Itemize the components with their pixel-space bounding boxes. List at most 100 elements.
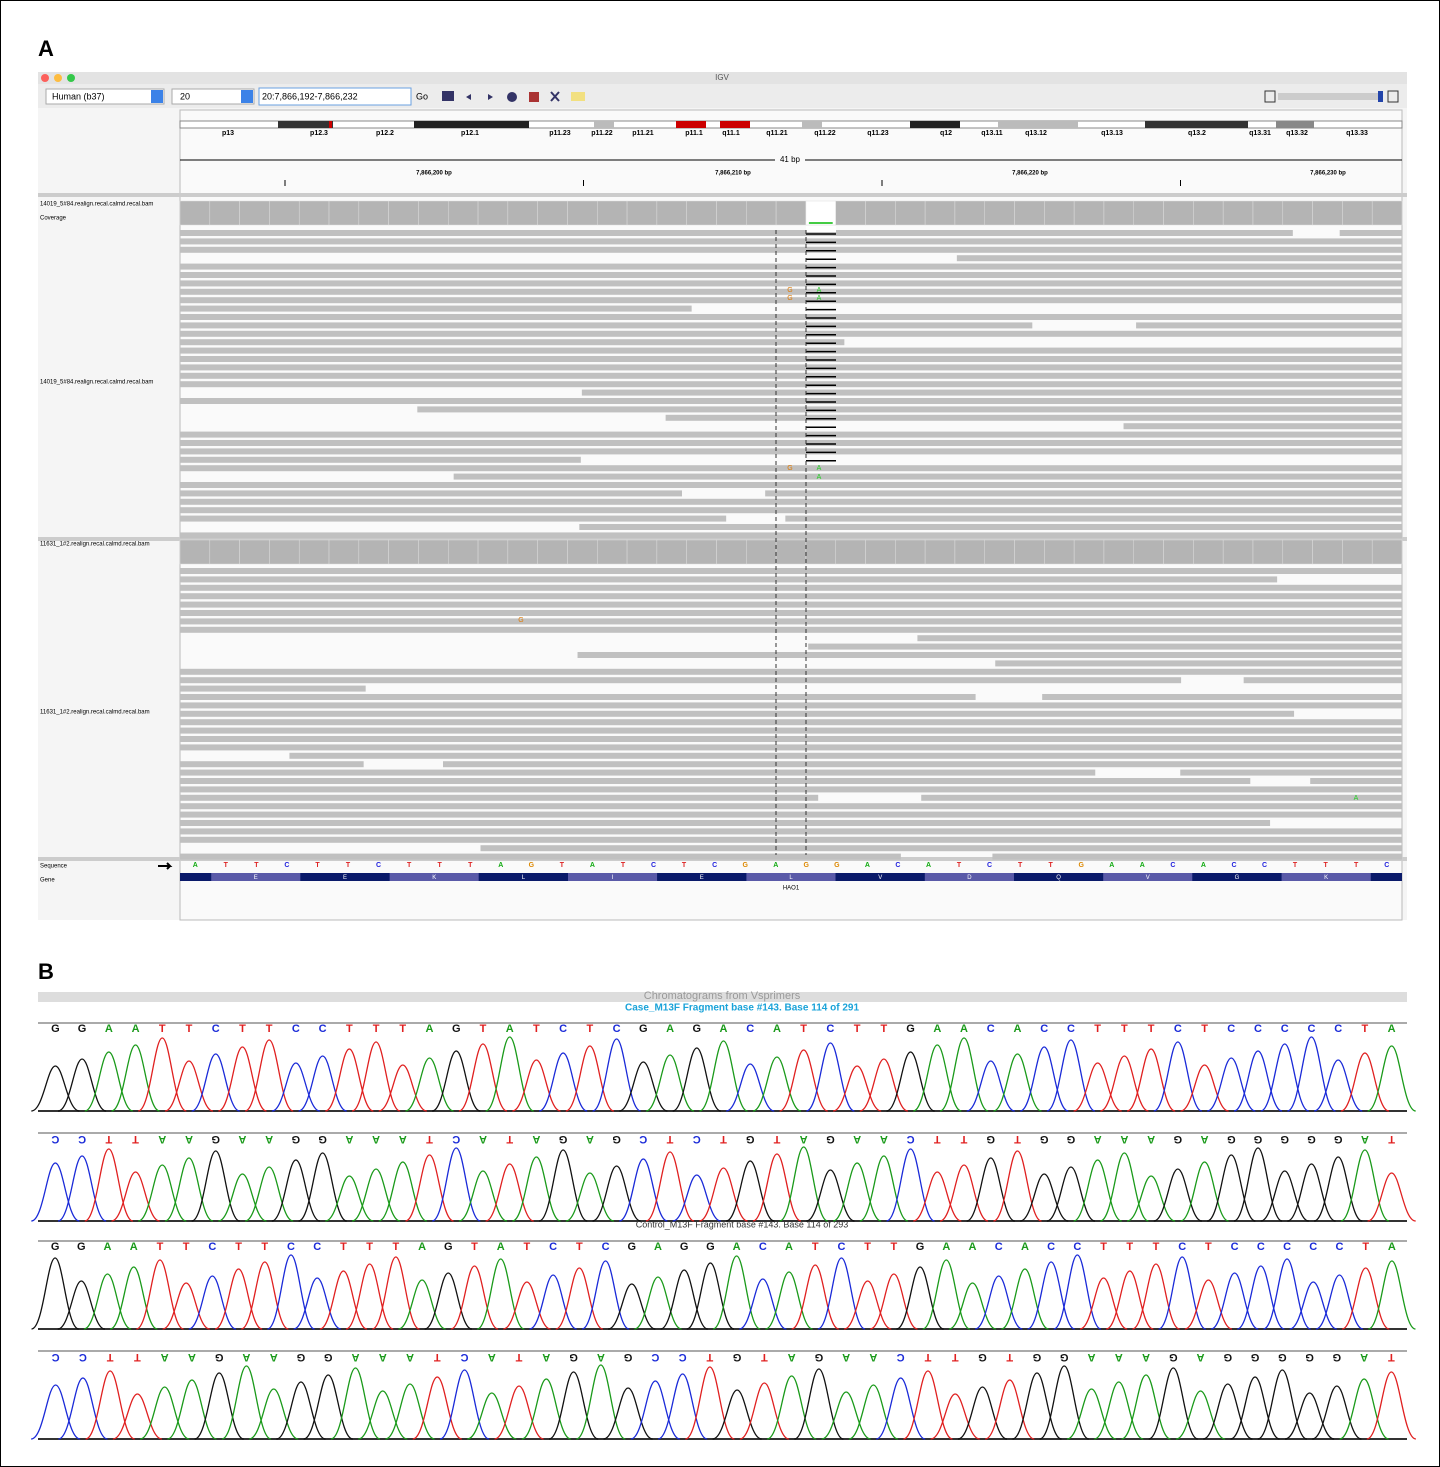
base-call: C [1335,1241,1343,1253]
read [1310,778,1402,784]
coverage-bar [538,540,568,564]
read [180,568,1402,574]
cytoband-label: q13.11 [981,130,1003,137]
base-call: T [952,1351,959,1363]
sequence-base: T [315,862,320,869]
read [180,618,1402,624]
base-call: T [132,1133,139,1145]
base-call: G [78,1023,87,1035]
coverage-bar [1372,540,1402,564]
dropdown-arrow[interactable] [151,90,163,103]
base-call: T [471,1241,478,1253]
coverage-bar [627,540,657,564]
read [180,576,1277,582]
read [180,669,1402,675]
base-call: G [559,1133,568,1145]
read [180,593,1402,599]
read [180,381,1402,387]
coverage-bar [1342,201,1372,225]
base-call: G [706,1241,715,1253]
base-call: A [1021,1241,1029,1253]
coverage-bar [329,201,359,225]
coverage-bar [240,540,270,564]
base-call: T [157,1241,164,1253]
base-call: G [1067,1133,1076,1145]
coverage-bar [657,540,687,564]
read [180,585,1402,591]
coverage-bar [1044,201,1074,225]
read [1042,694,1402,700]
base-call: A [1388,1241,1396,1253]
read [992,854,1402,860]
go-button[interactable]: Go [416,91,428,101]
base-call: A [1201,1133,1209,1145]
base-call: T [392,1241,399,1253]
base-call: C [1283,1241,1291,1253]
coverage-bar [448,201,478,225]
read [180,482,1402,488]
read [180,322,1032,328]
read [180,457,581,463]
base-call: C [287,1241,295,1253]
sequence-base: A [498,862,503,869]
base-call: G [211,1133,220,1145]
base-call: A [406,1351,414,1363]
read [180,306,692,312]
base-call: C [1257,1241,1265,1253]
amino-acid: E [254,875,258,881]
read [180,373,1402,379]
read [579,524,1402,530]
sequence-base: C [1231,862,1236,869]
coverage-bar [955,201,985,225]
sequence-base: G [529,862,535,869]
base-call: T [266,1023,273,1035]
zoom-slider[interactable] [1278,93,1378,100]
read [180,230,1293,236]
read [180,828,1402,834]
base-call: T [1148,1023,1155,1035]
cytoband [414,121,529,128]
coverage-bar [1015,540,1045,564]
roi-icon[interactable] [529,92,539,102]
base-call: G [292,1133,301,1145]
read [180,238,1402,244]
coverage-bar [895,201,925,225]
case-title: Case_M13F Fragment base #143. Base 114 o… [625,1003,859,1014]
zoom-button[interactable] [67,74,75,82]
base-call: A [1197,1351,1205,1363]
name-panel [38,110,175,920]
base-call: G [826,1133,835,1145]
home-icon[interactable] [442,91,454,101]
base-call: C [651,1351,659,1363]
base-call: T [1388,1351,1395,1363]
cytoband [594,121,614,128]
base-call: T [346,1023,353,1035]
base-call: G [452,1023,461,1035]
close-button[interactable] [41,74,49,82]
base-call: T [107,1351,114,1363]
popup-icon[interactable] [571,92,585,101]
base-call: C [1067,1023,1075,1035]
mismatch-base: A [817,295,822,302]
minimize-button[interactable] [54,74,62,82]
read [180,532,1402,538]
base-call: T [891,1241,898,1253]
base-call: T [515,1351,522,1363]
base-call: A [418,1241,426,1253]
zoom-thumb[interactable] [1378,91,1383,102]
coverage-bar [1015,201,1045,225]
base-call: G [1280,1133,1289,1145]
read [180,507,1402,513]
coverage-bar [299,540,329,564]
refresh-icon[interactable] [507,92,517,102]
base-call: T [366,1241,373,1253]
base-call: A [942,1241,950,1253]
mismatch-base: G [787,295,792,302]
base-call: T [434,1351,441,1363]
coverage-bar [627,201,657,225]
base-call: G [1060,1351,1069,1363]
span-label: 41 bp [780,155,801,164]
base-call: T [854,1023,861,1035]
dropdown-arrow[interactable] [241,90,253,103]
base-call: A [933,1023,941,1035]
